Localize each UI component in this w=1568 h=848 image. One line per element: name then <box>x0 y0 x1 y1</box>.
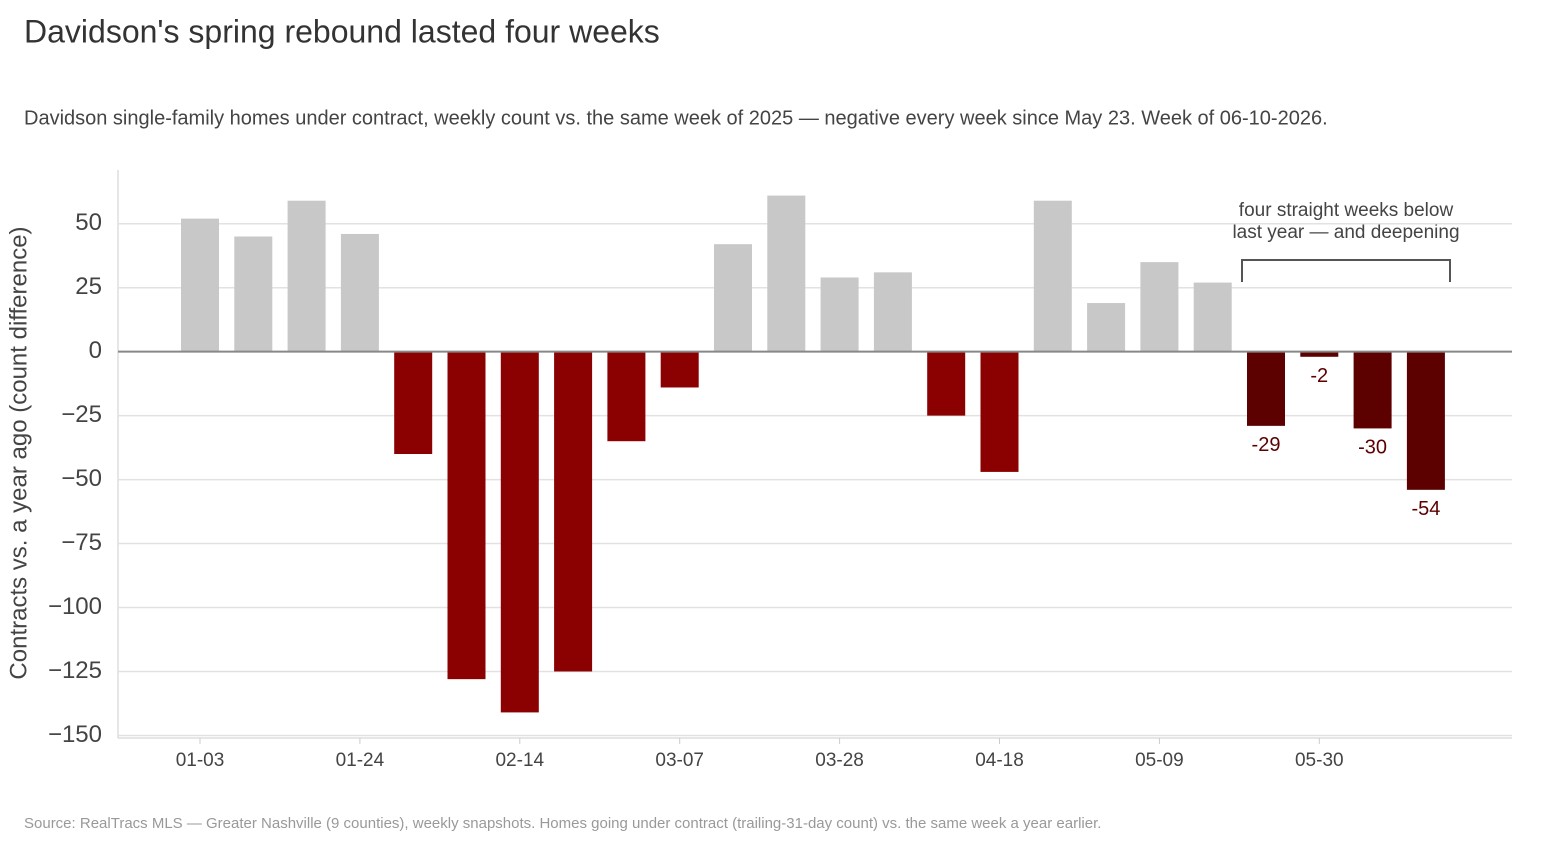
annotation: last year — and deepening <box>1232 222 1459 243</box>
y-tick-label: −25 <box>61 401 102 428</box>
bar <box>554 351 593 672</box>
y-tick-label: −50 <box>61 465 102 492</box>
bar <box>340 233 379 352</box>
bar <box>447 351 486 680</box>
data-label: -2 <box>1310 365 1328 387</box>
data-label: -30 <box>1358 437 1387 459</box>
bar <box>660 351 699 388</box>
x-tick-label: 04-18 <box>975 750 1024 771</box>
chart-subtitle: Davidson single-family homes under contr… <box>24 107 1328 129</box>
y-tick-label: 50 <box>75 209 102 236</box>
bar <box>1193 282 1232 352</box>
bar <box>181 218 219 352</box>
x-tick-label: 05-09 <box>1135 750 1184 771</box>
x-tick-label: 02-14 <box>495 750 544 771</box>
x-tick-label: 03-07 <box>655 750 704 771</box>
bar <box>1353 351 1392 429</box>
y-tick-label: −150 <box>48 721 102 748</box>
x-tick-label: 01-24 <box>336 750 385 771</box>
bar <box>1247 351 1285 426</box>
bar <box>873 272 912 352</box>
y-axis-label: Contracts vs. a year ago (count differen… <box>5 226 32 679</box>
y-tick-label: −75 <box>61 529 102 556</box>
bar <box>980 351 1019 472</box>
y-tick-label: 25 <box>75 273 102 300</box>
source-note: Source: RealTracs MLS — Greater Nashvill… <box>24 815 1101 832</box>
bar <box>607 351 646 442</box>
data-label: -29 <box>1252 434 1281 456</box>
annotation: four straight weeks below <box>1239 200 1454 221</box>
bar <box>767 195 806 352</box>
bar <box>927 351 966 416</box>
bar <box>234 236 273 352</box>
bar <box>394 351 433 454</box>
bar <box>1140 262 1179 352</box>
bar <box>1300 351 1339 357</box>
bar <box>1033 200 1072 352</box>
x-tick-label: 01-03 <box>176 750 225 771</box>
bar <box>500 351 539 713</box>
bar <box>1406 351 1445 490</box>
chart-title: Davidson's spring rebound lasted four we… <box>24 13 660 49</box>
bar <box>820 277 859 352</box>
x-tick-label: 05-30 <box>1295 750 1344 771</box>
bar <box>1087 303 1126 352</box>
y-tick-label: −125 <box>48 657 102 684</box>
data-label: -54 <box>1411 498 1440 520</box>
x-tick-label: 03-28 <box>815 750 864 771</box>
annotation-bracket <box>1241 259 1451 282</box>
y-tick-label: 0 <box>89 337 102 364</box>
bar <box>287 200 326 352</box>
bar <box>714 244 752 352</box>
y-tick-label: −100 <box>48 593 102 620</box>
